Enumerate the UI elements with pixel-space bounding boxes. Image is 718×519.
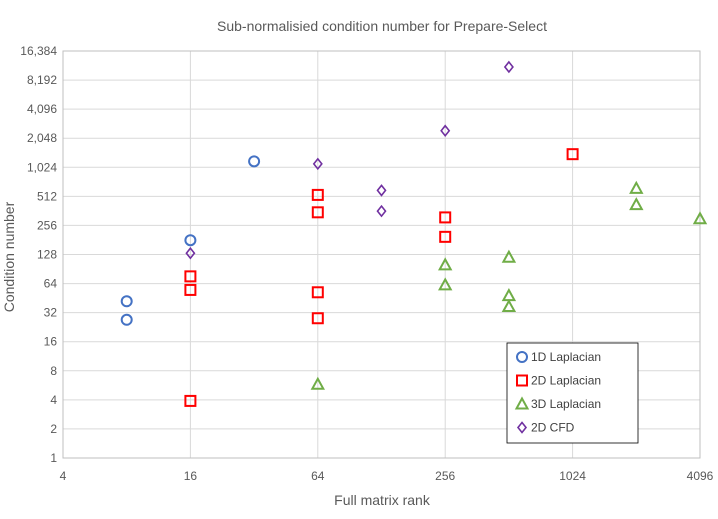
- legend-marker: [516, 351, 528, 363]
- legend-label: 2D Laplacian: [531, 374, 601, 388]
- x-tick-label: 4096: [687, 469, 714, 483]
- y-tick-label: 16,384: [20, 44, 57, 58]
- x-tick-label: 64: [311, 469, 325, 483]
- series-1d-laplacian: [120, 155, 261, 326]
- data-point: [692, 211, 708, 225]
- legend-label: 1D Laplacian: [531, 350, 601, 364]
- data-point: [503, 60, 514, 74]
- legend-entry: 1D Laplacian: [516, 350, 601, 364]
- data-point: [438, 257, 453, 271]
- y-tick-label: 16: [44, 335, 58, 349]
- legend-entry: 2D Laplacian: [516, 374, 601, 388]
- y-tick-label: 8,192: [27, 73, 57, 87]
- data-point: [440, 124, 451, 137]
- legend-entry: 2D CFD: [516, 421, 575, 435]
- data-point: [376, 204, 387, 218]
- series-2d-cfd: [185, 60, 514, 260]
- y-tick-label: 128: [37, 248, 57, 262]
- y-axis-title: Condition number: [1, 201, 17, 312]
- y-tick-label: 64: [44, 277, 58, 291]
- y-tick-label: 4,096: [27, 102, 57, 116]
- data-point: [566, 148, 579, 161]
- data-point: [311, 188, 324, 201]
- data-point: [629, 180, 644, 194]
- y-tick-label: 2: [50, 422, 57, 436]
- x-tick-label: 4: [60, 469, 67, 483]
- data-point: [184, 270, 197, 283]
- data-point: [248, 155, 261, 168]
- gridlines: [62, 50, 701, 459]
- y-tick-label: 256: [37, 218, 57, 232]
- data-point: [184, 234, 197, 247]
- data-point: [311, 286, 324, 299]
- y-tick-label: 4: [50, 393, 57, 407]
- y-axis-tick-labels: 1 2 4 8 16 32 64 128 256 512 1,024 2,048 4,096 8,192 1…: [20, 44, 57, 465]
- data-point: [439, 230, 452, 243]
- data-point: [439, 211, 452, 224]
- y-tick-label: 1,024: [27, 160, 57, 174]
- data-point: [311, 206, 324, 219]
- data-point: [120, 313, 133, 326]
- x-tick-label: 1024: [559, 469, 586, 483]
- y-tick-label: 1: [50, 451, 57, 465]
- legend-label: 2D CFD: [531, 421, 575, 435]
- data-points: [120, 60, 708, 407]
- data-point: [312, 157, 323, 171]
- plot-area: [62, 50, 701, 459]
- legend: 1D Laplacian 2D Laplacian 3D Laplacian 2D C…: [506, 342, 639, 444]
- y-tick-label: 2,048: [27, 131, 57, 145]
- y-tick-label: 512: [37, 189, 57, 203]
- data-point: [311, 312, 324, 325]
- data-point: [185, 246, 196, 260]
- legend-marker: [516, 421, 528, 434]
- x-tick-label: 256: [435, 469, 455, 483]
- data-point: [501, 298, 517, 313]
- data-point: [184, 394, 197, 407]
- chart-title: Sub-normalisied condition number for Pre…: [217, 18, 547, 34]
- series-2d-laplacian: [184, 148, 579, 407]
- data-point: [629, 197, 644, 211]
- legend-entry: 3D Laplacian: [514, 396, 601, 411]
- y-tick-label: 32: [44, 306, 58, 320]
- data-point: [501, 249, 517, 263]
- x-axis-title: Full matrix rank: [334, 492, 431, 508]
- y-tick-label: 8: [50, 364, 57, 378]
- legend-marker: [516, 374, 528, 387]
- data-point: [120, 295, 133, 308]
- legend-marker: [514, 396, 530, 410]
- data-point: [376, 184, 387, 197]
- data-point: [310, 376, 325, 390]
- data-point: [501, 288, 517, 302]
- legend-box: [506, 342, 639, 444]
- x-axis-tick-labels: 4 16 64 256 1024 4096: [60, 469, 714, 483]
- series-3d-laplacian: [310, 180, 708, 390]
- data-point: [184, 283, 197, 296]
- data-point: [438, 277, 453, 291]
- legend-label: 3D Laplacian: [531, 397, 601, 411]
- x-tick-label: 16: [184, 469, 198, 483]
